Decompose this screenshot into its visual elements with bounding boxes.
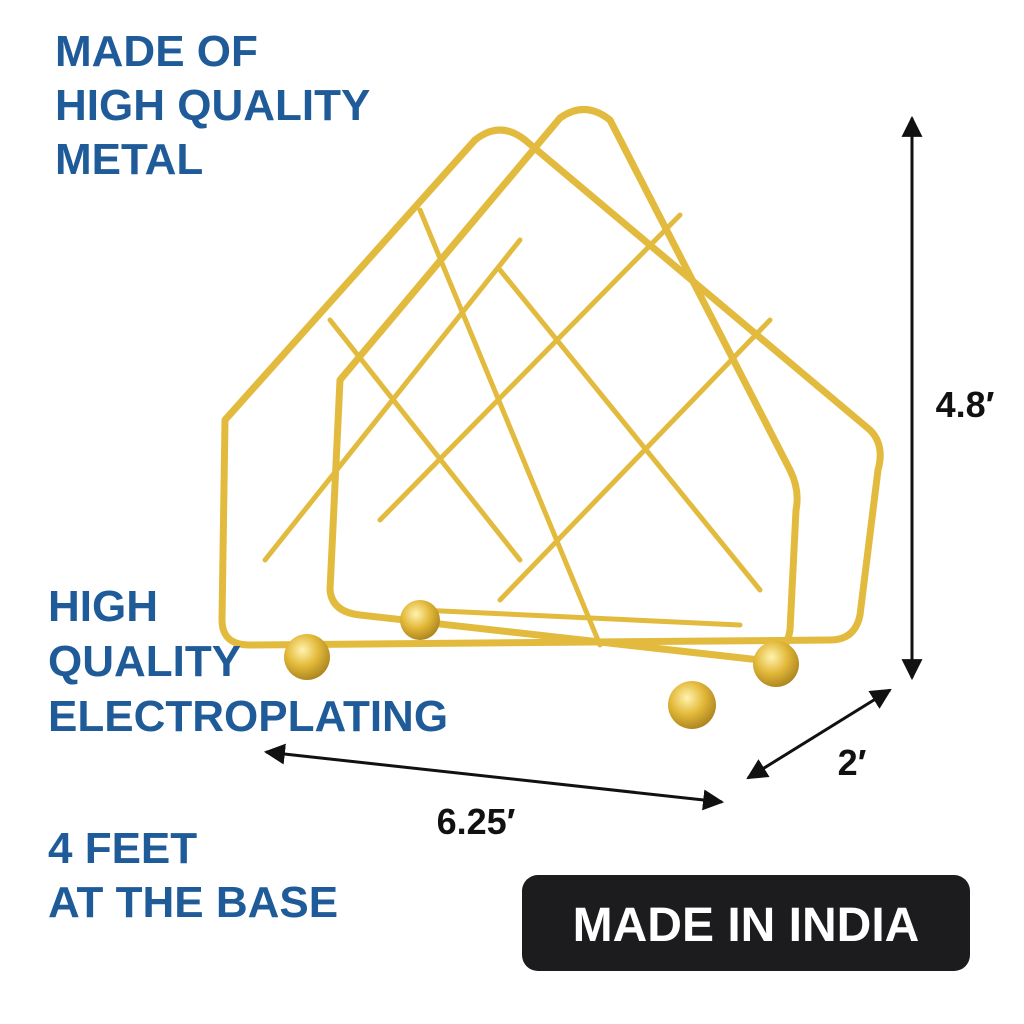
height-label: 4.8′ (936, 384, 995, 425)
feature-line: AT THE BASE (48, 878, 338, 927)
feature-line: HIGH QUALITY (55, 81, 370, 130)
width-label: 6.25′ (437, 801, 516, 842)
feature-line: METAL (55, 135, 203, 184)
feature-line: MADE OF (55, 27, 258, 76)
feature-line: 4 FEET (48, 824, 197, 873)
width-arrow (263, 743, 725, 811)
badge-text: MADE IN INDIA (573, 899, 920, 952)
depth-label: 2′ (838, 742, 867, 783)
feature-line: ELECTROPLATING (48, 692, 448, 741)
badge (522, 875, 970, 971)
feature-list: MADE OF HIGH QUALITY METAL HIGH QUALITY ELECT… (48, 27, 448, 927)
napkin-holder (218, 106, 884, 729)
feature-line: HIGH (48, 582, 158, 631)
depth-arrow (746, 688, 892, 780)
feature-line: QUALITY (48, 637, 241, 686)
